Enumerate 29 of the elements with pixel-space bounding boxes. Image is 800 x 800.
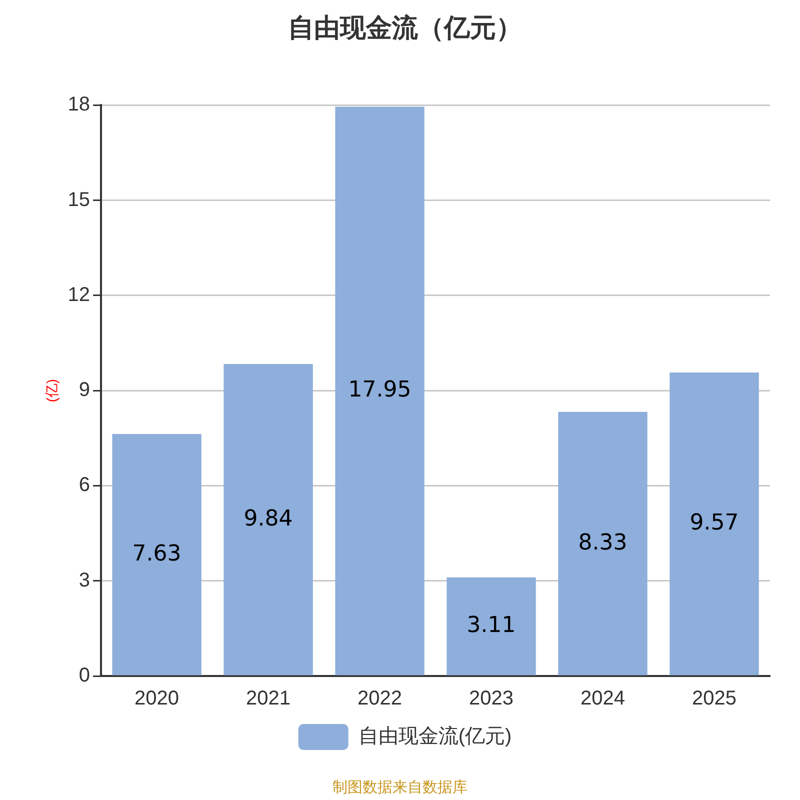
y-tick-label: 6 xyxy=(78,474,90,496)
y-tick-label: 18 xyxy=(68,94,90,116)
bar xyxy=(446,577,536,676)
x-tick-label: 2020 xyxy=(134,688,180,710)
text: 制图数据来自数据库 xyxy=(332,778,468,797)
y-axis-title: (亿) xyxy=(43,378,60,402)
y-tick-label: 3 xyxy=(78,569,90,592)
y-tick-label: 15 xyxy=(68,188,90,211)
data-label: 17.95 xyxy=(348,378,412,403)
data-label: 8.33 xyxy=(578,530,628,556)
x-tick-label: 2021 xyxy=(246,688,291,710)
bar xyxy=(112,434,202,676)
bar xyxy=(558,412,648,676)
x-tick-label: 2024 xyxy=(580,688,626,710)
y-tick-label: 9 xyxy=(78,379,90,402)
data-label: 7.63 xyxy=(132,541,182,566)
bar xyxy=(335,106,424,676)
y-tick-label: 12 xyxy=(68,284,90,306)
bar xyxy=(670,372,759,676)
bar xyxy=(224,364,313,676)
x-tick-label: 2025 xyxy=(692,688,737,710)
y-tick-label: 0 xyxy=(78,664,90,687)
chart-title: 自由现金流（亿元） xyxy=(288,13,522,44)
data-label: 9.57 xyxy=(690,510,739,536)
data-label: 9.84 xyxy=(244,506,293,532)
legend-label: 自由现金流(亿元) xyxy=(358,726,512,748)
x-tick-label: 2023 xyxy=(469,688,514,710)
data-label: 3.11 xyxy=(466,613,516,638)
x-tick-label: 2022 xyxy=(358,688,402,710)
